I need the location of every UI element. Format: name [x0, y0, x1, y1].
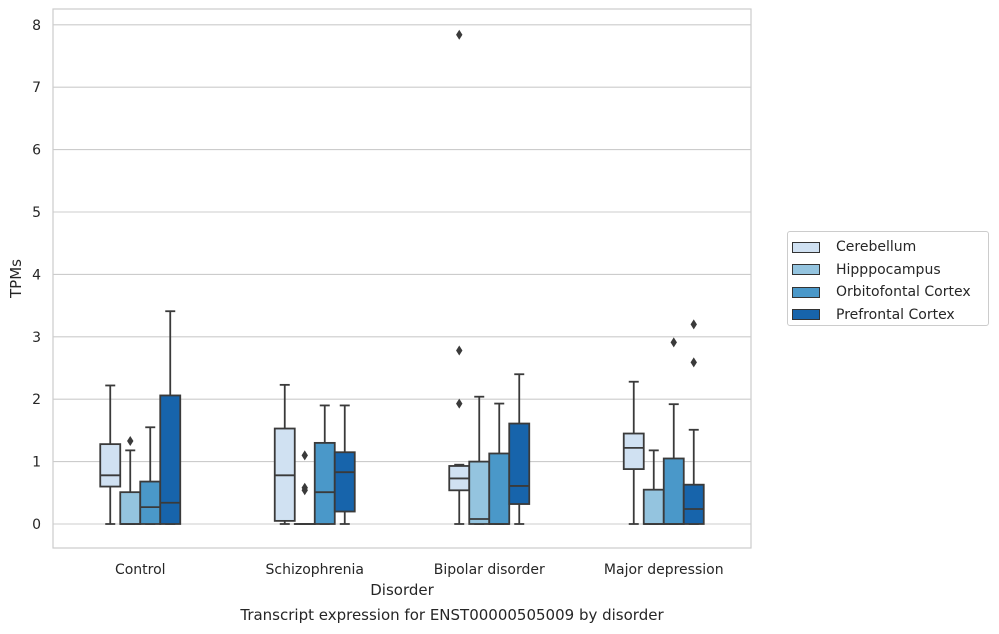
legend-swatch-hippocampus — [792, 264, 820, 276]
legend: Cerebellum Hipppocampus Orbitofontal Cor… — [787, 231, 989, 326]
legend-item-orbitofrontal-cortex: Orbitofontal Cortex — [792, 281, 988, 304]
outlier-point — [456, 29, 463, 40]
outlier-point — [456, 398, 463, 409]
legend-swatch-orbitofrontal-cortex — [792, 286, 820, 298]
outlier-point — [301, 482, 308, 493]
box-bipolar-disorder-cerebellum — [448, 29, 471, 525]
iqr-box — [642, 488, 665, 525]
iqr-box — [99, 443, 122, 488]
outlier-point — [690, 357, 697, 368]
legend-swatch-prefrontal-cortex — [792, 309, 820, 321]
outlier-point — [456, 345, 463, 356]
box-bipolar-disorder-prefrontal-cortex — [508, 373, 531, 525]
box-bipolar-disorder-orbitofontal-cortex — [488, 402, 511, 525]
box-control-cerebellum — [99, 384, 122, 525]
box-major-depression-prefrontal-cortex — [682, 319, 705, 525]
box-layer — [99, 29, 705, 525]
iqr-box — [662, 457, 685, 525]
iqr-box — [622, 432, 645, 470]
legend-item-prefrontal-cortex: Prefrontal Cortex — [792, 304, 988, 327]
y-tick-label-2: 2 — [32, 392, 41, 408]
y-tick-label-6: 6 — [32, 143, 41, 159]
box-schizophrenia-orbitofontal-cortex — [313, 404, 336, 525]
iqr-box — [313, 441, 336, 525]
y-tick-label-7: 7 — [32, 80, 41, 96]
box-control-prefrontal-cortex — [159, 310, 182, 525]
iqr-box — [468, 460, 491, 525]
legend-swatch-cerebellum — [792, 241, 820, 253]
legend-item-hippocampus: Hipppocampus — [792, 259, 988, 282]
iqr-box — [159, 394, 182, 525]
y-tick-label-4: 4 — [32, 267, 41, 283]
x-tick-label-bipolar-disorder: Bipolar disorder — [434, 562, 545, 578]
iqr-box — [682, 483, 705, 525]
outlier-point — [127, 436, 134, 447]
outlier-point — [690, 319, 697, 330]
iqr-box — [333, 451, 356, 513]
y-tick-label-3: 3 — [32, 330, 41, 346]
iqr-box — [139, 480, 162, 525]
y-tick-label-1: 1 — [32, 455, 41, 471]
box-major-depression-cerebellum — [622, 380, 645, 525]
x-tick-label-schizophrenia: Schizophrenia — [266, 562, 364, 578]
x-axis-title: Disorder — [370, 581, 434, 599]
grid-layer — [53, 24, 751, 525]
box-schizophrenia-cerebellum — [273, 383, 296, 525]
iqr-box — [508, 422, 531, 505]
plot-frame — [52, 8, 752, 549]
box-control-hipppocampus — [119, 436, 142, 525]
x-tick-label-major-depression: Major depression — [604, 562, 724, 578]
legend-item-cerebellum: Cerebellum — [792, 236, 988, 259]
box-major-depression-hipppocampus — [642, 449, 665, 525]
box-bipolar-disorder-hipppocampus — [468, 395, 491, 525]
legend-label-hippocampus: Hipppocampus — [836, 261, 941, 278]
outlier-point — [301, 450, 308, 461]
legend-label-prefrontal-cortex: Prefrontal Cortex — [836, 306, 955, 323]
legend-label-cerebellum: Cerebellum — [836, 239, 917, 256]
iqr-box — [119, 491, 142, 525]
y-axis-title: TPMs — [7, 259, 25, 299]
x-tick-label-control: Control — [115, 562, 166, 578]
outlier-point — [670, 337, 677, 348]
y-tick-label-0: 0 — [32, 517, 41, 533]
y-tick-label-8: 8 — [32, 18, 41, 34]
box-schizophrenia-prefrontal-cortex — [333, 404, 356, 525]
chart-title: Transcript expression for ENST0000050500… — [240, 606, 664, 624]
box-major-depression-orbitofontal-cortex — [662, 337, 685, 525]
iqr-box — [488, 452, 511, 525]
y-tick-label-5: 5 — [32, 205, 41, 221]
box-control-orbitofontal-cortex — [139, 426, 162, 525]
legend-label-orbitofrontal-cortex: Orbitofontal Cortex — [836, 284, 971, 301]
tick-layer: 0 1 2 3 4 5 6 7 8 Control Schizophrenia Bipolar dis… — [32, 18, 724, 578]
